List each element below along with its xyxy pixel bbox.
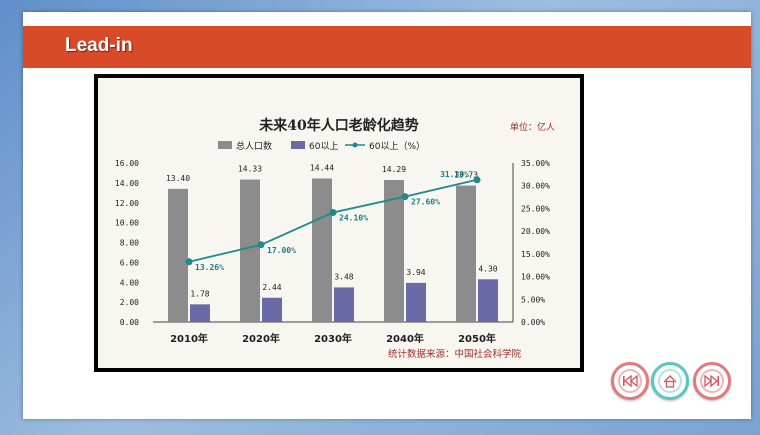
bar-total-label: 13.40 [166, 174, 190, 183]
y-tick-label: 6.00 [120, 258, 139, 267]
y-tick-label: 12.00 [115, 199, 139, 208]
legend-label-0: 总人口数 [236, 140, 272, 152]
y-tick-label: 2.00 [120, 298, 139, 307]
point-60plus-pct-4 [473, 176, 481, 184]
legend-label-1: 60以上 [309, 141, 338, 152]
bar-60plus-label: 3.94 [406, 268, 425, 277]
x-tick-label: 2040年 [386, 332, 424, 345]
x-tick-label: 2050年 [458, 332, 496, 345]
x-tick-label: 2010年 [170, 332, 208, 345]
bar-60plus-0 [190, 304, 210, 322]
point-label: 24.10% [339, 214, 368, 223]
x-tick-label: 2030年 [314, 332, 352, 345]
slide: Lead-in 未来40年人口老龄化趋势 单位：亿人总人口数 60以上 60以上（%）… [23, 12, 751, 419]
bar-total-0 [168, 188, 188, 322]
rewind-icon [623, 375, 638, 387]
bar-60plus-2 [334, 287, 354, 322]
y2-tick-label: 5.00% [521, 295, 545, 304]
y2-tick-label: 10.00% [521, 273, 550, 282]
home-button[interactable] [651, 362, 689, 400]
y-tick-label: 10.00 [115, 219, 139, 228]
point-60plus-pct-0 [185, 258, 193, 266]
point-60plus-pct-2 [329, 209, 337, 217]
legend-marker-2 [352, 142, 358, 148]
point-label: 13.26% [195, 263, 224, 272]
bar-60plus-3 [406, 282, 426, 322]
legend-swatch-0 [218, 141, 232, 149]
point-label: 27.60% [411, 198, 440, 207]
bar-total-label: 14.44 [310, 164, 334, 173]
bar-60plus-label: 3.48 [334, 272, 353, 281]
bar-total-3 [384, 179, 404, 322]
y2-tick-label: 0.00% [521, 318, 545, 327]
y-tick-label: 14.00 [115, 179, 139, 188]
point-label: 17.00% [267, 246, 296, 255]
legend-label-2: 60以上（%） [369, 141, 425, 152]
x-tick-label: 2020年 [242, 332, 280, 345]
bar-total-2 [312, 178, 332, 322]
bar-60plus-label: 2.44 [262, 283, 281, 292]
y2-tick-label: 30.00% [521, 182, 550, 191]
bar-60plus-4 [478, 279, 498, 322]
y-tick-label: 0.00 [120, 318, 139, 327]
fast-forward-icon [704, 375, 719, 387]
bar-60plus-label: 4.30 [478, 264, 497, 273]
y-tick-label: 8.00 [120, 239, 139, 248]
y2-tick-label: 25.00% [521, 204, 550, 213]
unit-note: 单位：亿人 [510, 121, 555, 133]
y2-tick-label: 20.00% [521, 227, 550, 236]
home-icon [663, 374, 677, 388]
chart-source: 统计数据来源：中国社会科学院 [388, 348, 522, 360]
bar-total-4 [456, 185, 476, 322]
point-label: 31.30% [440, 170, 469, 179]
bar-total-label: 14.29 [382, 165, 406, 174]
bar-total-label: 14.33 [238, 165, 262, 174]
slide-title: Lead-in [65, 35, 133, 56]
y2-tick-label: 15.00% [521, 250, 550, 259]
point-60plus-pct-3 [401, 193, 409, 201]
header-bar: Lead-in [23, 26, 751, 68]
point-60plus-pct-1 [257, 241, 265, 249]
bar-total-1 [240, 179, 260, 322]
chart-title: 未来40年人口老龄化趋势 [259, 117, 418, 134]
y-tick-label: 4.00 [120, 278, 139, 287]
legend-swatch-1 [291, 141, 305, 149]
bar-60plus-label: 1.78 [190, 289, 209, 298]
previous-button[interactable] [611, 362, 649, 400]
chart-frame: 未来40年人口老龄化趋势 单位：亿人总人口数 60以上 60以上（%） 0.00 2.00… [94, 74, 584, 372]
bar-60plus-1 [262, 297, 282, 322]
next-button[interactable] [693, 362, 731, 400]
y-tick-label: 16.00 [115, 159, 139, 168]
y2-tick-label: 35.00% [521, 159, 550, 168]
bar-total-label: 13.73 [454, 171, 478, 180]
line-60plus-pct [188, 178, 478, 263]
